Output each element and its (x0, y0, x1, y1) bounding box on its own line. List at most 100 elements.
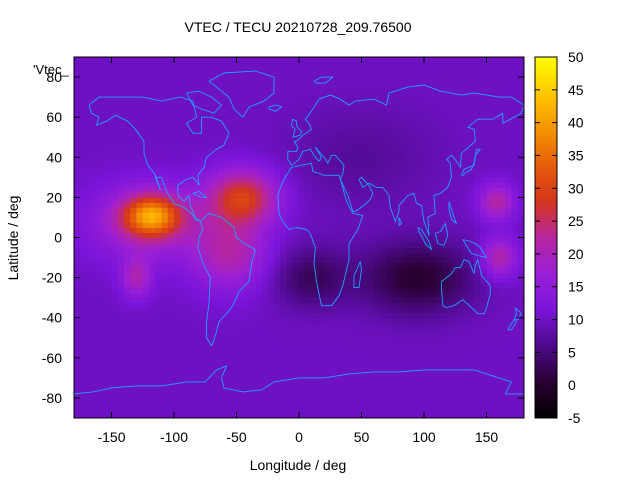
heatmap-cell (105, 377, 112, 384)
heatmap-cell (374, 202, 381, 208)
heatmap-cell (242, 277, 250, 284)
heatmap-cell (286, 342, 294, 349)
heatmap-cell (92, 322, 100, 329)
heatmap-cell (361, 117, 369, 123)
heatmap-cell (392, 407, 400, 414)
heatmap-cell (361, 182, 369, 188)
heatmap-cell (374, 177, 381, 183)
heatmap-cell (392, 382, 400, 389)
heatmap-cell (242, 157, 250, 163)
heatmap-cell (242, 322, 250, 329)
heatmap-cell (149, 67, 156, 73)
heatmap-cell (274, 97, 281, 103)
heatmap-cell (492, 392, 500, 399)
heatmap-cell (324, 327, 331, 334)
heatmap-cell (292, 277, 300, 284)
heatmap-cell (511, 227, 519, 233)
heatmap-cell (505, 277, 512, 284)
heatmap-cell (124, 82, 131, 88)
heatmap-cell (324, 277, 331, 284)
heatmap-cell (136, 207, 144, 213)
heatmap-cell (330, 352, 337, 359)
heatmap-cell (211, 257, 219, 263)
heatmap-cell (417, 102, 425, 108)
heatmap-cell (286, 107, 294, 113)
heatmap-cell (136, 247, 144, 253)
heatmap-cell (374, 277, 381, 284)
heatmap-cell (455, 342, 462, 349)
heatmap-cell (299, 217, 306, 223)
heatmap-cell (474, 227, 481, 233)
heatmap-cell (417, 192, 425, 198)
heatmap-cell (342, 182, 350, 188)
heatmap-cell (430, 302, 437, 309)
heatmap-cell (492, 267, 500, 273)
heatmap-cell (199, 382, 206, 389)
heatmap-cell (374, 217, 381, 223)
heatmap-cell (517, 152, 524, 158)
heatmap-cell (511, 242, 519, 248)
heatmap-cell (455, 397, 462, 404)
heatmap-cell (136, 152, 144, 158)
heatmap-cell (442, 162, 450, 168)
heatmap-cell (161, 307, 169, 314)
heatmap-cell (411, 307, 419, 314)
heatmap-cell (86, 337, 94, 344)
heatmap-cell (242, 282, 250, 289)
heatmap-cell (324, 72, 331, 78)
heatmap-cell (305, 117, 312, 123)
heatmap-cell (411, 347, 419, 354)
heatmap-cell (424, 317, 431, 324)
heatmap-cell (442, 402, 450, 409)
heatmap-cell (336, 357, 344, 364)
heatmap-cell (442, 122, 450, 128)
heatmap-cells (74, 57, 524, 418)
heatmap-cell (449, 202, 456, 208)
heatmap-cell (230, 187, 237, 193)
heatmap-cell (117, 242, 125, 248)
heatmap-cell (92, 352, 100, 359)
heatmap-cell (499, 362, 506, 369)
heatmap-cell (267, 222, 275, 228)
heatmap-cell (267, 92, 275, 98)
heatmap-cell (474, 97, 481, 103)
heatmap-cell (180, 347, 187, 354)
heatmap-cell (211, 132, 219, 138)
heatmap-cell (392, 147, 400, 153)
heatmap-cell (374, 132, 381, 138)
heatmap-cell (442, 182, 450, 188)
heatmap-cell (92, 167, 100, 173)
heatmap-cell (305, 257, 312, 263)
heatmap-cell (174, 362, 181, 369)
heatmap-cell (230, 72, 237, 78)
heatmap-cell (386, 177, 394, 183)
heatmap-cell (361, 262, 369, 268)
heatmap-cell (130, 112, 137, 118)
heatmap-cell (311, 187, 319, 193)
heatmap-cell (280, 237, 287, 243)
heatmap-cell (405, 117, 412, 123)
heatmap-cell (280, 102, 287, 108)
heatmap-cell (461, 107, 469, 113)
heatmap-cell (274, 182, 281, 188)
heatmap-cell (311, 392, 319, 399)
heatmap-cell (217, 182, 225, 188)
heatmap-cell (74, 197, 81, 203)
heatmap-cell (467, 252, 475, 258)
heatmap-cell (192, 177, 200, 183)
heatmap-cell (324, 222, 331, 228)
heatmap-cell (155, 252, 162, 258)
heatmap-cell (99, 107, 106, 113)
heatmap-cell (205, 287, 212, 294)
heatmap-cell (474, 382, 481, 389)
heatmap-cell (136, 302, 144, 309)
heatmap-cell (255, 87, 262, 93)
heatmap-cell (230, 277, 237, 284)
heatmap-cell (474, 77, 481, 83)
heatmap-cell (392, 82, 400, 88)
heatmap-cell (411, 117, 419, 123)
heatmap-cell (305, 102, 312, 108)
heatmap-cell (117, 127, 125, 133)
heatmap-cell (286, 397, 294, 404)
heatmap-cell (86, 352, 94, 359)
